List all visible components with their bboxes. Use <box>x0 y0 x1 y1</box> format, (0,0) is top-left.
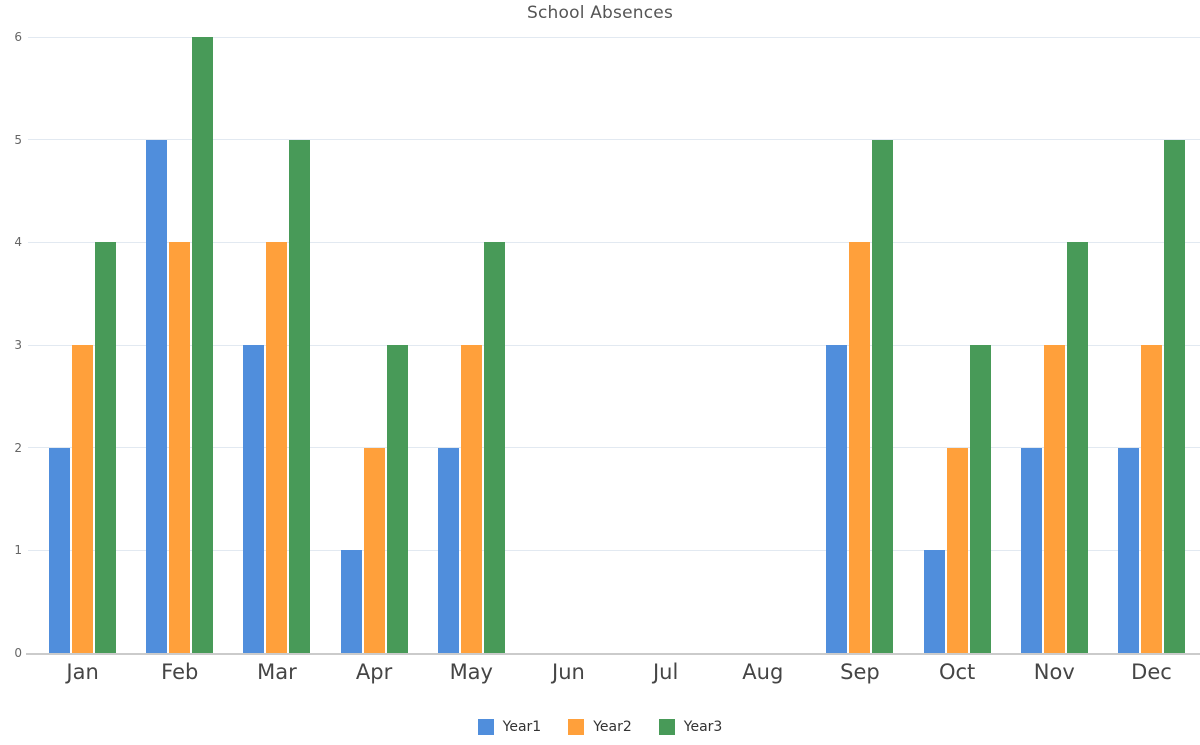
bar-year1-dec <box>1117 447 1139 653</box>
gridline-y5 <box>28 139 1200 141</box>
bar-year2-oct <box>946 447 968 653</box>
bar-year2-jan <box>72 345 94 653</box>
bar-year3-oct <box>969 345 991 653</box>
bar-year2-feb <box>169 242 191 653</box>
y-tick-label-6: 6 <box>14 30 22 44</box>
gridline-y4 <box>28 241 1200 243</box>
legend-label-year3: Year3 <box>683 719 723 735</box>
bar-year3-apr <box>386 345 408 653</box>
bar-year3-dec <box>1163 139 1185 653</box>
bar-year3-may <box>483 242 505 653</box>
gridline-y6 <box>28 36 1200 38</box>
legend-item-year2[interactable]: Year2 <box>568 719 632 735</box>
bar-year2-mar <box>266 242 288 653</box>
x-tick-label-jan: Jan <box>66 660 99 684</box>
gridline-y1 <box>28 549 1200 551</box>
x-tick-label-jul: Jul <box>652 660 679 684</box>
x-tick-label-nov: Nov <box>1033 660 1075 684</box>
bar-year1-feb <box>146 139 168 653</box>
bar-group-nov <box>1006 37 1103 653</box>
bar-year2-sep <box>849 242 871 653</box>
y-tick-label-2: 2 <box>14 440 22 455</box>
bar-group-jul <box>617 37 714 653</box>
bar-year3-sep <box>872 139 894 653</box>
y-tick-label-1: 1 <box>14 543 22 558</box>
bar-year3-mar <box>289 139 311 653</box>
bar-group-feb <box>131 37 228 653</box>
bar-year1-mar <box>243 345 265 653</box>
x-tick-label-oct: Oct <box>938 660 976 684</box>
bar-year3-feb <box>192 37 214 653</box>
bar-group-mar <box>228 37 325 653</box>
bar-year3-jan <box>95 242 117 653</box>
bar-group-jan <box>34 37 131 653</box>
bar-year1-sep <box>826 345 848 653</box>
legend-swatch-year3 <box>658 719 675 735</box>
bar-year2-dec <box>1140 345 1162 653</box>
y-tick-label-3: 3 <box>14 338 22 352</box>
bar-group-apr <box>326 37 423 653</box>
legend-label-year1: Year1 <box>502 719 542 735</box>
legend-item-year3[interactable]: Year3 <box>658 719 723 735</box>
legend-swatch-year2 <box>568 719 585 735</box>
bar-year1-may <box>437 447 459 653</box>
bar-year1-jan <box>49 447 71 653</box>
x-tick-label-feb: Feb <box>161 660 199 684</box>
bar-group-oct <box>909 37 1006 653</box>
bar-year1-nov <box>1020 447 1042 653</box>
bar-year2-apr <box>363 447 385 653</box>
chart-title: School Absences <box>526 3 673 23</box>
bar-year3-nov <box>1066 242 1088 653</box>
legend-label-year2: Year2 <box>593 719 632 735</box>
bar-year1-apr <box>340 550 362 653</box>
bar-group-dec <box>1103 37 1200 653</box>
x-tick-label-mar: Mar <box>257 660 297 684</box>
plot-area <box>34 37 1200 653</box>
x-tick-label-may: May <box>449 660 493 684</box>
y-tick-label-0: 0 <box>14 646 22 660</box>
legend-item-year1[interactable]: Year1 <box>477 719 542 735</box>
gridline-y3 <box>28 344 1200 346</box>
gridline-y2 <box>28 447 1200 449</box>
legend: Year1 Year2 Year3 <box>0 719 1200 735</box>
x-tick-label-dec: Dec <box>1131 660 1172 684</box>
x-tick-label-sep: Sep <box>840 660 880 684</box>
bar-group-aug <box>714 37 811 653</box>
x-tick-label-apr: Apr <box>355 660 393 684</box>
y-tick-label-5: 5 <box>14 132 22 147</box>
bar-group-may <box>423 37 520 653</box>
x-tick-label-aug: Aug <box>742 660 784 684</box>
bar-group-sep <box>811 37 908 653</box>
x-axis-baseline <box>26 653 1200 655</box>
bar-group-jun <box>520 37 617 653</box>
bar-year2-may <box>460 345 482 653</box>
x-tick-label-jun: Jun <box>552 660 585 684</box>
y-tick-label-4: 4 <box>14 235 22 250</box>
bar-year2-nov <box>1043 345 1065 653</box>
bar-year1-oct <box>923 550 945 653</box>
x-axis: Jan Feb Mar Apr May Jun Jul Aug Sep Oct Nov Dec <box>34 660 1200 692</box>
legend-swatch-year1 <box>477 719 494 735</box>
